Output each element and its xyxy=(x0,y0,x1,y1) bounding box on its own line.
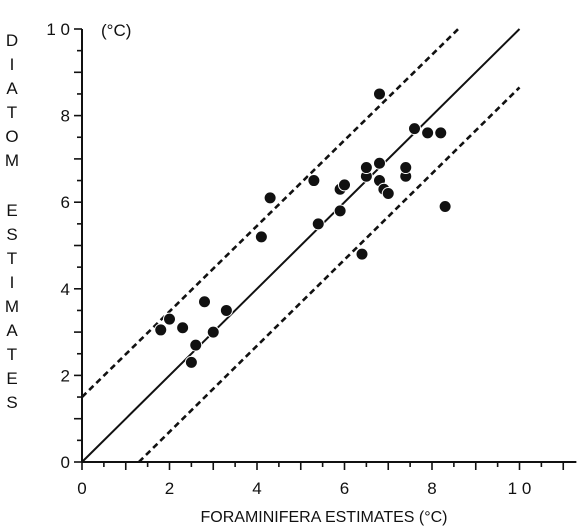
y-axis-title-letter: E xyxy=(6,369,17,388)
data-point xyxy=(176,321,190,335)
data-point xyxy=(311,217,325,231)
data-point xyxy=(189,338,203,352)
y-axis-title-letter: S xyxy=(6,225,17,244)
data-point xyxy=(307,174,321,188)
data-point xyxy=(373,87,386,101)
data-point xyxy=(184,355,198,369)
y-axis-title-letter: I xyxy=(10,55,15,74)
data-point xyxy=(219,303,233,317)
y-tick-label: 4 xyxy=(61,280,70,299)
y-axis-title-letter: M xyxy=(5,151,19,170)
data-point xyxy=(381,187,395,201)
y-axis-title-letter: I xyxy=(10,273,15,292)
data-point xyxy=(399,161,413,175)
data-point xyxy=(254,230,268,244)
data-point xyxy=(263,191,277,205)
y-axis-title-letter: T xyxy=(7,103,17,122)
data-point xyxy=(438,200,452,214)
data-point xyxy=(154,323,168,337)
y-axis-title-letter: A xyxy=(6,321,18,340)
x-tick-label: 4 xyxy=(252,479,261,498)
y-axis-title-letter: E xyxy=(6,201,17,220)
y-tick-label: 2 xyxy=(61,366,70,385)
x-tick-label: 0 xyxy=(77,479,86,498)
data-point xyxy=(163,312,176,326)
data-point xyxy=(359,161,373,175)
unit-label: (°C) xyxy=(101,21,131,40)
data-point xyxy=(333,204,347,218)
y-tick-label: 1 0 xyxy=(46,20,70,39)
y-axis-title-letter: O xyxy=(5,127,18,146)
data-point xyxy=(338,178,351,192)
data-point xyxy=(198,295,211,309)
data-point xyxy=(408,122,421,136)
y-axis-title-letter: A xyxy=(6,79,18,98)
x-axis-title: FORAMINIFERA ESTIMATES (°C) xyxy=(201,509,448,526)
x-tick-label: 6 xyxy=(340,479,349,498)
data-point xyxy=(206,325,220,339)
x-tick-label: 2 xyxy=(165,479,174,498)
data-point xyxy=(434,126,448,140)
y-axis-title-letter: T xyxy=(7,249,17,268)
y-axis-title-letter: D xyxy=(6,31,18,50)
confidence-bound-line xyxy=(81,28,460,398)
y-tick-label: 6 xyxy=(61,193,70,212)
y-axis-title-letter: M xyxy=(5,297,19,316)
y-axis-title-letter: S xyxy=(6,393,17,412)
y-tick-label: 0 xyxy=(61,453,70,472)
y-tick-label: 8 xyxy=(61,107,70,126)
data-point xyxy=(373,156,386,170)
data-point xyxy=(355,247,369,261)
confidence-bound-line xyxy=(137,86,521,463)
data-point xyxy=(421,126,435,140)
x-tick-label: 8 xyxy=(427,479,436,498)
regression-line xyxy=(81,28,521,463)
x-tick-label: 1 0 xyxy=(508,479,532,498)
y-axis-title-letter: T xyxy=(7,345,17,364)
